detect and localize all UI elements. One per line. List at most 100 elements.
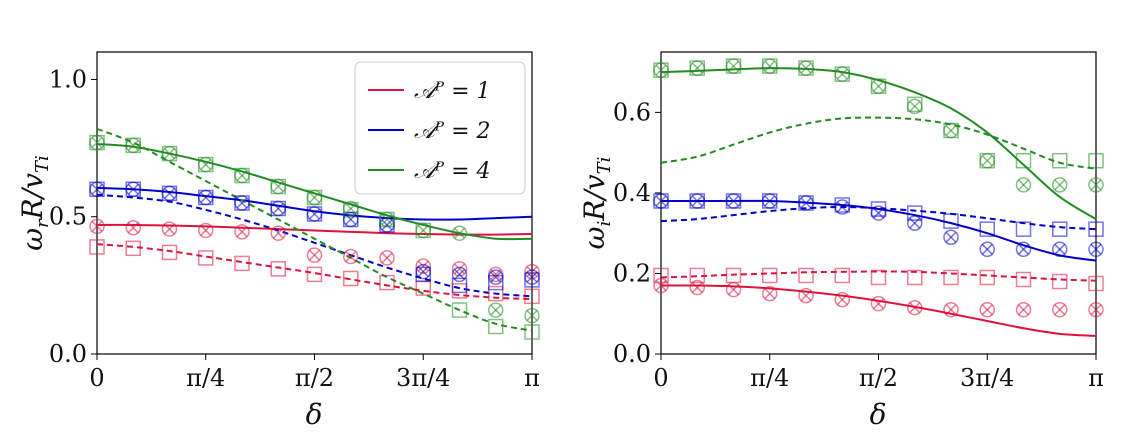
right-circle-x-stroke — [1090, 304, 1102, 316]
left-circle-x-marker-green — [488, 302, 504, 318]
left-circle-x-ring — [343, 200, 359, 217]
right-square-marker-red — [1015, 271, 1032, 288]
right-circle-x-marker-red — [1052, 301, 1068, 318]
right-circle-x-marker-blue — [725, 193, 742, 209]
left-circle-x-ring — [234, 167, 250, 184]
right-circle-x-ring — [762, 58, 778, 74]
right-circle-x-ring — [762, 193, 778, 209]
right-circle-x-stroke — [691, 62, 703, 74]
right-circle-x-stroke — [872, 80, 885, 92]
right-circle-x-ring — [653, 62, 669, 78]
right-circle-x-stroke — [945, 231, 957, 243]
right-circle-x-stroke — [1054, 243, 1066, 255]
left-circle-x-stroke — [308, 191, 321, 204]
left-square-marker-red — [488, 285, 504, 302]
left-circle-x-marker-blue — [488, 269, 504, 285]
right-square-marker-red — [689, 267, 706, 284]
left-circle-x-marker-green — [415, 222, 432, 239]
left-circle-x-ring — [270, 225, 287, 241]
right-circle-x-marker-blue — [689, 193, 706, 209]
left-y-tick-label: 1.0 — [49, 65, 87, 93]
left-circle-x-marker-red — [451, 261, 468, 277]
right-circle-x-marker-red — [1088, 301, 1104, 318]
right-circle-x-stroke — [945, 304, 957, 316]
left-square-marker-red — [89, 239, 105, 255]
right-circle-x-marker-green — [943, 122, 959, 139]
left-circle-x-stroke — [526, 310, 538, 322]
left-circle-x-stroke — [200, 191, 212, 204]
right-y-tick-label: 0.6 — [613, 98, 651, 126]
right-circle-x-marker-red — [725, 281, 742, 298]
right-circle-x-ring — [1052, 301, 1068, 318]
left-x-tick-label: π/2 — [295, 364, 334, 392]
left-circle-x-ring — [379, 217, 395, 233]
right-circle-x-ring — [1088, 241, 1104, 258]
right-circle-x-ring — [870, 205, 887, 221]
right-circle-x-ring — [689, 60, 706, 76]
left-circle-x-marker-green — [234, 167, 250, 184]
left-circle-x-ring — [488, 302, 504, 318]
right-circle-x-stroke — [1054, 304, 1066, 316]
right-circle-x-ring — [979, 241, 996, 258]
left-circle-x-stroke — [272, 227, 284, 239]
right-circle-x-marker-red — [834, 291, 851, 308]
right-circle-x-stroke — [1017, 304, 1030, 316]
right-square-marker-green — [1015, 152, 1032, 169]
left-circle-x-ring — [306, 247, 323, 263]
right-circle-x-ring — [979, 152, 996, 169]
right-x-axis-label: δ — [870, 398, 887, 431]
right-circle-x-marker-blue — [1088, 241, 1104, 258]
left-series-green-dashed — [96, 127, 533, 332]
right-circle-x-marker-red — [1015, 301, 1032, 318]
right-circle-x-marker-green — [1015, 177, 1032, 193]
left-circle-x-ring — [451, 266, 468, 283]
right-circle-x-stroke — [727, 195, 740, 207]
left-circle-x-stroke — [163, 187, 176, 199]
left-circle-x-ring — [161, 221, 178, 237]
right-circle-x-marker-green — [1052, 177, 1068, 193]
right-circle-x-marker-red — [762, 285, 778, 302]
right-circle-x-marker-red — [653, 277, 669, 294]
right-circle-x-ring — [725, 281, 742, 298]
left-circle-x-stroke — [490, 271, 502, 283]
left-square-marker-red — [198, 250, 214, 266]
right-square-marker-red — [1052, 273, 1068, 290]
left-y-axis-label: ωrR/vTi — [16, 155, 53, 251]
left-circle-x-stroke — [381, 219, 393, 231]
right-circle-x-stroke — [800, 290, 812, 302]
right-square-marker-red — [762, 267, 778, 284]
right-circle-x-ring — [798, 195, 814, 211]
left-panel-omega-r: 0 π/4 π/2 3π/4 π 0.0 0.5 1.0 ωrR/vTi δ 𝒜ᴾ = 1 𝒜… — [16, 51, 540, 431]
right-circle-x-ring — [1015, 301, 1032, 318]
right-panel-omega-i: 0 π/4 π/2 3π/4 π 0.0 0.2 0.4 0.6 ωiR/vTi δ — [578, 51, 1104, 431]
right-circle-x-ring — [1088, 177, 1104, 193]
right-circle-x-marker-green — [979, 152, 996, 169]
left-circle-x-marker-red — [524, 263, 540, 280]
right-series-blue-dashed — [660, 206, 1097, 231]
right-circle-x-marker-blue — [653, 193, 669, 209]
legend: 𝒜ᴾ = 1 𝒜ᴾ = 2 𝒜ᴾ = 4 — [354, 61, 526, 195]
right-circle-x-ring — [653, 193, 669, 209]
left-circle-x-marker-red — [198, 222, 214, 239]
right-circle-x-ring — [1052, 241, 1068, 258]
right-circle-x-ring — [870, 78, 887, 94]
right-circle-x-marker-red — [907, 299, 923, 316]
right-square-marker-red — [834, 267, 851, 284]
right-series-red-solid — [660, 284, 1097, 337]
left-circle-x-stroke — [200, 159, 212, 171]
left-square-marker-red — [270, 261, 287, 277]
right-circle-x-ring — [834, 291, 851, 308]
left-circle-x-marker-blue — [161, 185, 178, 202]
right-square-marker-red — [943, 269, 959, 286]
left-circle-x-stroke — [163, 148, 176, 160]
legend-label-a4: 𝒜ᴾ = 4 — [414, 159, 491, 184]
right-circle-x-ring — [1052, 177, 1068, 193]
left-circle-x-marker-blue — [198, 189, 214, 206]
left-circle-x-stroke — [526, 266, 538, 278]
right-x-tick-label: π/2 — [859, 364, 898, 392]
right-circle-x-marker-red — [689, 279, 706, 296]
left-circle-x-ring — [524, 307, 540, 324]
right-circle-x-ring — [725, 193, 742, 209]
right-circle-x-marker-red — [798, 287, 814, 304]
left-circle-x-stroke — [453, 227, 466, 239]
